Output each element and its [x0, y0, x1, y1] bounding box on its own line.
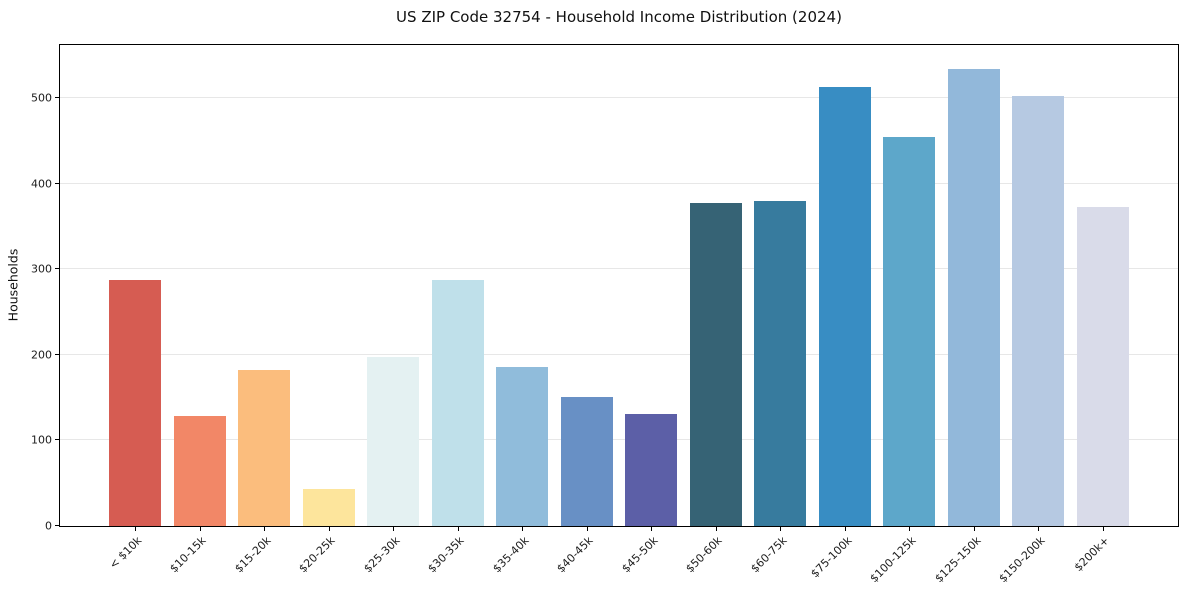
bar-slot: $75-100k: [808, 45, 871, 580]
bar: [947, 68, 1000, 526]
x-tick-mark: [909, 527, 911, 531]
x-tick-mark: [973, 527, 975, 531]
bar: [173, 415, 226, 526]
bar-slot: $100-125k: [867, 45, 936, 585]
x-tick-label: $25-30k: [361, 534, 403, 576]
y-tick-label: 200: [31, 348, 52, 362]
bar: [689, 203, 742, 526]
y-tick-label: 500: [31, 91, 52, 105]
bar-slot: $45-50k: [619, 45, 678, 575]
x-tick-mark: [522, 527, 524, 531]
bar-slot: $20-25k: [297, 45, 355, 575]
bar: [367, 356, 420, 526]
x-tick-label: $40-45k: [554, 534, 596, 576]
bar-slot: $25-30k: [361, 45, 420, 575]
x-tick-label: $20-25k: [296, 534, 338, 576]
x-tick-label: $45-50k: [619, 534, 661, 576]
bar: [109, 279, 161, 526]
gridline-y-300: [60, 268, 1178, 270]
bars-container: < $10k $10-15k $15-20k $20-25k $25-30k $30-35…: [60, 45, 1178, 585]
bar-slot: $150-200k: [996, 45, 1065, 585]
x-tick-label: $100-125k: [867, 534, 919, 586]
bar-slot: $35-40k: [490, 45, 549, 575]
x-tick-mark: [844, 527, 846, 531]
x-tick-label: $150-200k: [996, 534, 1048, 586]
gridline-y-500: [60, 97, 1178, 99]
x-tick-mark: [586, 527, 588, 531]
bar-slot: $50-60k: [684, 45, 742, 575]
y-tick-mark: [55, 439, 59, 441]
bar-slot: $40-45k: [555, 45, 613, 575]
x-tick-label: $60-75k: [748, 534, 790, 576]
y-tick-label: 100: [31, 433, 52, 447]
y-tick-label: 300: [31, 262, 52, 276]
gridline-y-200: [60, 353, 1178, 355]
bar-slot: $30-35k: [426, 45, 484, 575]
x-tick-label: $75-100k: [807, 534, 855, 581]
x-tick-label: $35-40k: [490, 534, 532, 576]
x-tick-label: $200k+: [1072, 534, 1113, 575]
x-tick-mark: [715, 527, 717, 531]
x-tick-label: $30-35k: [425, 534, 467, 576]
y-tick-mark: [55, 353, 59, 355]
bar: [1012, 96, 1065, 526]
bar: [431, 279, 484, 526]
x-tick-mark: [135, 527, 136, 531]
y-tick-label: 400: [31, 177, 52, 191]
y-tick-mark: [55, 525, 59, 526]
bar: [625, 413, 678, 526]
x-tick-mark: [393, 527, 395, 531]
x-tick-mark: [328, 527, 330, 531]
bar: [560, 396, 613, 526]
bar: [818, 86, 871, 526]
x-tick-mark: [780, 527, 782, 531]
bar: [1076, 206, 1129, 526]
y-tick-mark: [55, 97, 59, 99]
bar-slot: $200k+: [1072, 45, 1129, 574]
chart-title: US ZIP Code 32754 - Household Income Dis…: [396, 8, 842, 26]
x-tick-label: $50-60k: [683, 534, 725, 576]
y-tick-mark: [55, 268, 59, 270]
bar: [496, 366, 549, 526]
bar: [302, 489, 355, 526]
bar: [883, 136, 936, 526]
bar: [238, 370, 291, 526]
y-tick-label: 0: [45, 519, 52, 533]
x-tick-label: < $10k: [106, 534, 145, 572]
x-tick-mark: [264, 527, 266, 531]
bar-slot: < $10k: [107, 45, 161, 572]
x-tick-mark: [199, 527, 201, 531]
bar-slot: $10-15k: [167, 45, 226, 575]
x-tick-mark: [1038, 527, 1040, 531]
x-tick-mark: [1102, 527, 1104, 531]
x-tick-mark: [457, 527, 459, 531]
x-tick-label: $10-15k: [167, 534, 209, 576]
x-tick-mark: [651, 527, 653, 531]
x-tick-label: $15-20k: [231, 534, 274, 576]
x-tick-label: $125-150k: [931, 534, 984, 586]
bar: [754, 200, 807, 526]
bar-slot: $60-75k: [748, 45, 807, 575]
y-tick-mark: [55, 182, 59, 184]
plot-area: 0 100 200 300 400 500 < $10k $10-15k $15-20k $20…: [31, 44, 1179, 585]
gridline-y-100: [60, 439, 1178, 441]
gridline-y-400: [60, 182, 1178, 184]
bar-slot: $15-20k: [232, 45, 291, 575]
bar-slot: $125-150k: [932, 45, 1000, 585]
y-axis-label: Households: [5, 248, 21, 322]
